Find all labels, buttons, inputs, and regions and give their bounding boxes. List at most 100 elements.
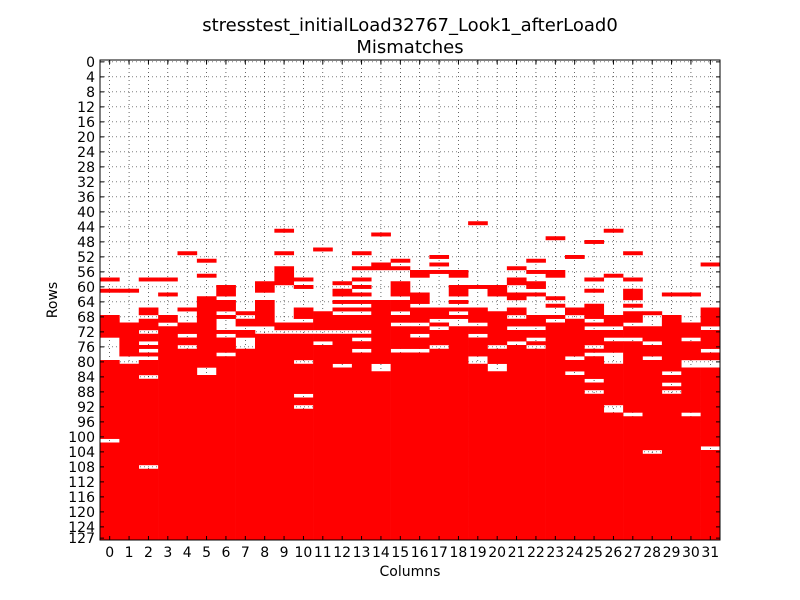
mismatch-cell xyxy=(584,322,605,327)
y-tick-label: 36 xyxy=(77,190,95,206)
mismatch-cell xyxy=(545,315,566,319)
x-tick-label: 3 xyxy=(163,545,172,561)
x-tick-label: 17 xyxy=(430,545,448,561)
mismatch-cell xyxy=(332,288,353,297)
mismatch-cell xyxy=(642,453,663,541)
mismatch-cell xyxy=(700,352,721,361)
mismatch-cell xyxy=(700,307,721,327)
mismatch-cell xyxy=(274,228,295,233)
mismatch-cell xyxy=(138,378,159,466)
mismatch-cell xyxy=(429,348,450,541)
mismatch-cell xyxy=(429,270,450,274)
mismatch-cell xyxy=(429,262,450,267)
mismatch-cell xyxy=(448,285,469,297)
x-tick-label: 7 xyxy=(241,545,250,561)
mismatch-cell xyxy=(623,341,643,413)
mismatch-cell xyxy=(158,326,178,541)
y-tick-label: 92 xyxy=(77,400,95,416)
mismatch-cell xyxy=(293,307,314,319)
mismatch-cell xyxy=(545,322,566,541)
mismatch-cell xyxy=(700,330,721,349)
y-tick-label: 127 xyxy=(68,531,95,547)
mismatch-cell xyxy=(468,363,488,541)
mismatch-cell xyxy=(293,333,314,361)
mismatch-cell xyxy=(216,285,236,297)
x-tick-label: 15 xyxy=(391,545,409,561)
mismatch-cell xyxy=(313,333,333,342)
mismatch-cell xyxy=(177,307,198,312)
x-tick-label: 28 xyxy=(643,545,661,561)
y-tick-label: 108 xyxy=(68,460,95,476)
mismatch-cell xyxy=(138,345,159,349)
y-tick-label: 120 xyxy=(68,505,95,521)
x-tick-label: 16 xyxy=(411,545,429,561)
mismatch-cell xyxy=(100,277,120,282)
mismatch-cell xyxy=(390,266,411,271)
mismatch-cell xyxy=(623,311,643,323)
mismatch-cell xyxy=(351,333,372,338)
mismatch-cell xyxy=(293,322,314,331)
mismatch-cell xyxy=(603,315,624,327)
mismatch-cell xyxy=(313,247,333,252)
mismatch-cell xyxy=(584,330,605,346)
mismatch-cell xyxy=(313,311,333,331)
mismatch-cell xyxy=(526,315,546,327)
mismatch-cell xyxy=(293,277,314,282)
mismatch-cell xyxy=(487,371,508,541)
x-tick-label: 10 xyxy=(295,545,313,561)
mismatch-cell xyxy=(119,288,140,293)
mismatch-cell xyxy=(506,330,527,342)
mismatch-cell xyxy=(545,236,566,241)
mismatch-cell xyxy=(506,266,527,271)
x-tick-label: 21 xyxy=(508,545,526,561)
x-tick-label: 24 xyxy=(566,545,584,561)
mismatch-cell xyxy=(138,360,159,376)
mismatch-cell xyxy=(390,352,411,541)
y-tick-label: 24 xyxy=(77,145,95,161)
mismatch-cell xyxy=(700,262,721,267)
x-tick-label: 25 xyxy=(585,545,603,561)
mismatch-cell xyxy=(506,307,527,316)
mismatch-cell xyxy=(332,367,353,541)
mismatch-cell xyxy=(565,255,585,259)
mismatch-cell xyxy=(623,326,643,338)
mismatch-cell xyxy=(313,345,333,541)
mismatch-cell xyxy=(642,326,663,342)
mismatch-cell xyxy=(603,363,624,406)
mismatch-cell xyxy=(429,322,450,327)
mismatch-cell xyxy=(506,345,527,541)
mismatch-cell xyxy=(410,352,430,541)
mismatch-cell xyxy=(603,341,624,353)
mismatch-cell xyxy=(584,348,605,353)
mismatch-cell xyxy=(526,330,546,338)
mismatch-cell xyxy=(448,300,469,304)
mismatch-cell xyxy=(565,360,585,372)
y-tick-label: 0 xyxy=(86,55,95,71)
y-tick-label: 8 xyxy=(86,85,95,101)
x-tick-label: 31 xyxy=(701,545,719,561)
y-tick-label: 84 xyxy=(77,370,95,386)
x-tick-label: 20 xyxy=(488,545,506,561)
mismatch-cell xyxy=(448,307,469,312)
mismatch-cell xyxy=(255,300,275,327)
mismatch-cell xyxy=(506,277,527,286)
y-tick-label: 40 xyxy=(77,205,95,221)
y-tick-label: 48 xyxy=(77,235,95,251)
y-tick-label: 112 xyxy=(68,475,95,491)
mismatch-cell xyxy=(603,412,624,541)
mismatch-cell xyxy=(351,307,372,312)
mismatch-cell xyxy=(158,315,178,323)
y-tick-label: 100 xyxy=(68,430,95,446)
mismatch-cell xyxy=(661,375,682,383)
x-tick-label: 14 xyxy=(372,545,390,561)
mismatch-cell xyxy=(468,221,488,226)
mismatch-cell xyxy=(681,322,701,338)
x-tick-label: 23 xyxy=(546,545,564,561)
mismatch-cell xyxy=(293,397,314,406)
mismatch-cell xyxy=(371,371,391,541)
mismatch-cell xyxy=(100,288,120,293)
mismatch-cell xyxy=(623,416,643,541)
mismatch-cell xyxy=(390,281,411,297)
mismatch-cell xyxy=(468,326,488,334)
mismatch-cell xyxy=(216,315,236,319)
